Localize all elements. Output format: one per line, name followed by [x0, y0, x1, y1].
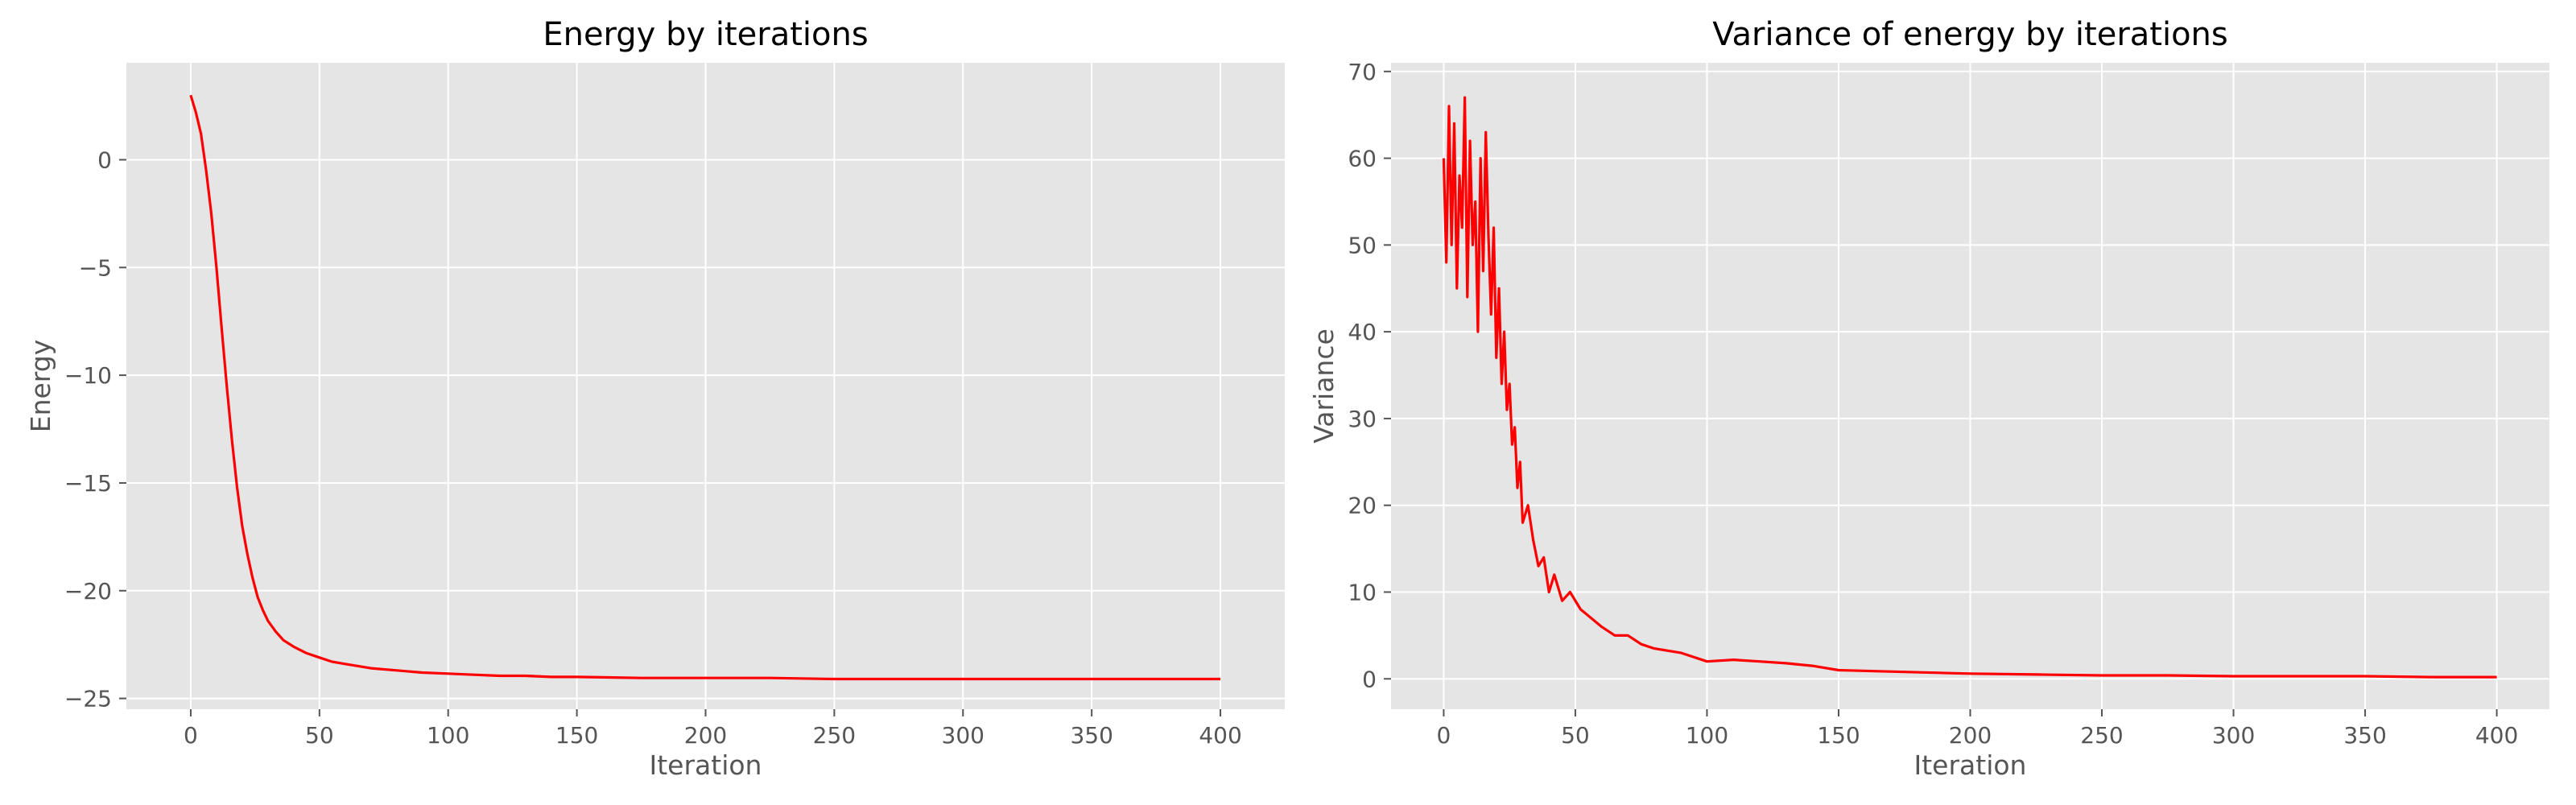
- energy-y-tick-label: −5: [79, 254, 112, 281]
- variance-x-tick-label: 0: [1436, 722, 1451, 749]
- energy-y-tick-label: 0: [97, 147, 112, 173]
- energy-x-tick-label: 400: [1199, 722, 1241, 749]
- energy-y-tick-label: −20: [64, 578, 112, 605]
- variance-x-tick-label: 50: [1561, 722, 1590, 749]
- variance-y-tick-label: 30: [1348, 406, 1377, 432]
- variance-y-tick-label: 40: [1348, 319, 1377, 345]
- variance-y-tick-label: 50: [1348, 232, 1377, 258]
- energy-y-axis-label: Energy: [25, 340, 56, 433]
- variance-x-tick-label: 350: [2343, 722, 2386, 749]
- variance-chart: 0 50 100 150 200 250 300 350 400010203040506070 …: [1308, 16, 2549, 781]
- energy-chart: 0 50 100 150 200 250 300 350 4000−5−10−15−20−25 …: [25, 16, 1285, 781]
- energy-series: [189, 94, 1221, 681]
- energy-chart-title: Energy by iterations: [543, 16, 868, 53]
- energy-y-tick-label: −15: [64, 470, 112, 497]
- energy-x-tick-label: 0: [184, 722, 198, 749]
- variance-x-tick-label: 300: [2212, 722, 2255, 749]
- energy-x-tick-label: 150: [555, 722, 598, 749]
- variance-x-tick-label: 150: [1817, 722, 1860, 749]
- energy-x-tick-label: 100: [427, 722, 469, 749]
- variance-y-axis-label: Variance: [1308, 328, 1340, 444]
- energy-series-line: [189, 94, 1221, 681]
- variance-y-tick-label: 20: [1348, 493, 1377, 519]
- energy-x-tick-label: 250: [813, 722, 856, 749]
- energy-x-tick-label: 50: [305, 722, 334, 749]
- energy-y-tick-label: −10: [64, 362, 112, 389]
- energy-x-tick-label: 200: [684, 722, 727, 749]
- variance-x-axis-label: Iteration: [1914, 749, 2027, 781]
- energy-x-axis-label: Iteration: [650, 749, 762, 781]
- variance-y-tick-label: 0: [1362, 666, 1377, 692]
- variance-x-tick-label: 250: [2080, 722, 2123, 749]
- energy-x-tick-label: 300: [942, 722, 985, 749]
- variance-x-tick-label: 100: [1686, 722, 1728, 749]
- variance-grid: [1391, 63, 2549, 709]
- variance-y-tick-label: 10: [1348, 579, 1377, 605]
- energy-x-tick-label: 350: [1070, 722, 1113, 749]
- energy-y-tick-label: −25: [64, 686, 112, 712]
- variance-series: [1442, 96, 2497, 679]
- energy-ticks: 0 50 100 150 200 250 300 350 400 0 −5 −10 −15 −20 −25: [64, 147, 1242, 749]
- variance-chart-title: Variance of energy by iterations: [1712, 16, 2227, 53]
- variance-series-line: [1442, 96, 2497, 679]
- variance-y-tick-label: 70: [1348, 59, 1377, 85]
- energy-grid: [126, 63, 1285, 709]
- variance-y-tick-label: 60: [1348, 146, 1377, 172]
- variance-x-tick-label: 200: [1949, 722, 1992, 749]
- variance-x-tick-label: 400: [2475, 722, 2518, 749]
- variance-ticks: 0 50 100 150 200 250 300 350 400 0 10 20 30 40 50 60 70: [1348, 59, 2518, 749]
